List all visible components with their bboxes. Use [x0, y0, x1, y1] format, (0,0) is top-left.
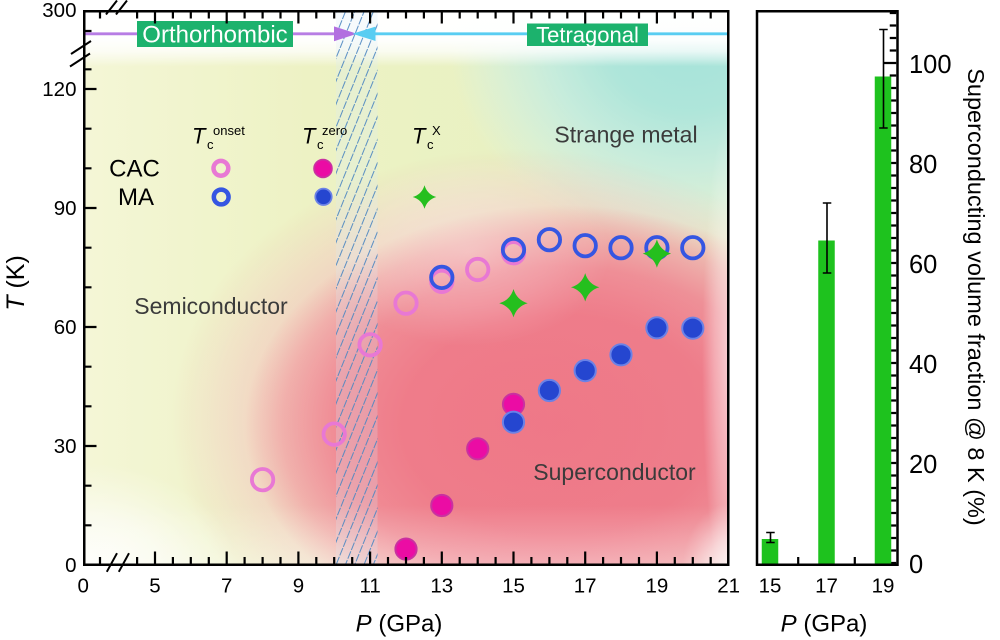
svg-text:80: 80: [909, 151, 937, 179]
svg-text:Strange metal: Strange metal: [554, 122, 697, 148]
svg-text:c: c: [207, 137, 214, 152]
svg-text:T (K): T (K): [2, 255, 30, 311]
svg-text:Semiconductor: Semiconductor: [134, 293, 288, 319]
svg-text:0: 0: [909, 551, 923, 579]
svg-text:0: 0: [77, 575, 88, 598]
svg-text:CAC: CAC: [109, 156, 160, 183]
svg-text:T: T: [412, 124, 427, 149]
svg-text:T: T: [192, 124, 207, 149]
svg-text:onset: onset: [213, 123, 245, 138]
svg-text:13: 13: [430, 575, 453, 598]
svg-text:0: 0: [65, 554, 76, 577]
svg-text:9: 9: [293, 575, 304, 598]
svg-text:21: 21: [717, 575, 740, 598]
svg-text:Orthorhombic: Orthorhombic: [142, 22, 287, 49]
svg-text:15: 15: [759, 575, 782, 598]
svg-text:100: 100: [909, 51, 952, 79]
svg-text:19: 19: [645, 575, 668, 598]
svg-text:300: 300: [42, 0, 76, 22]
svg-text:T: T: [302, 124, 317, 149]
svg-text:17: 17: [574, 575, 597, 598]
svg-text:11: 11: [359, 575, 380, 598]
svg-text:120: 120: [42, 78, 76, 101]
svg-text:30: 30: [54, 435, 77, 458]
svg-text:Superconducting volume fractio: Superconducting volume fraction @ 8 K (%…: [963, 68, 989, 526]
svg-text:17: 17: [815, 575, 838, 598]
svg-text:90: 90: [54, 197, 77, 220]
svg-text:Tetragonal: Tetragonal: [536, 22, 639, 47]
svg-text:60: 60: [54, 316, 77, 339]
svg-text:c: c: [427, 137, 434, 152]
svg-text:15: 15: [502, 575, 525, 598]
svg-text:zero: zero: [322, 123, 347, 138]
svg-text:5: 5: [149, 575, 160, 598]
svg-text:MA: MA: [118, 184, 154, 211]
svg-text:c: c: [317, 137, 324, 152]
svg-text:X: X: [432, 123, 441, 138]
svg-text:40: 40: [909, 351, 937, 379]
svg-text:60: 60: [909, 251, 937, 279]
svg-text:Superconductor: Superconductor: [533, 459, 696, 485]
svg-text:7: 7: [221, 575, 232, 598]
svg-text:19: 19: [872, 575, 895, 598]
svg-text:20: 20: [909, 451, 937, 479]
svg-text:P (GPa): P (GPa): [356, 611, 443, 638]
svg-text:P (GPa): P (GPa): [781, 611, 868, 638]
